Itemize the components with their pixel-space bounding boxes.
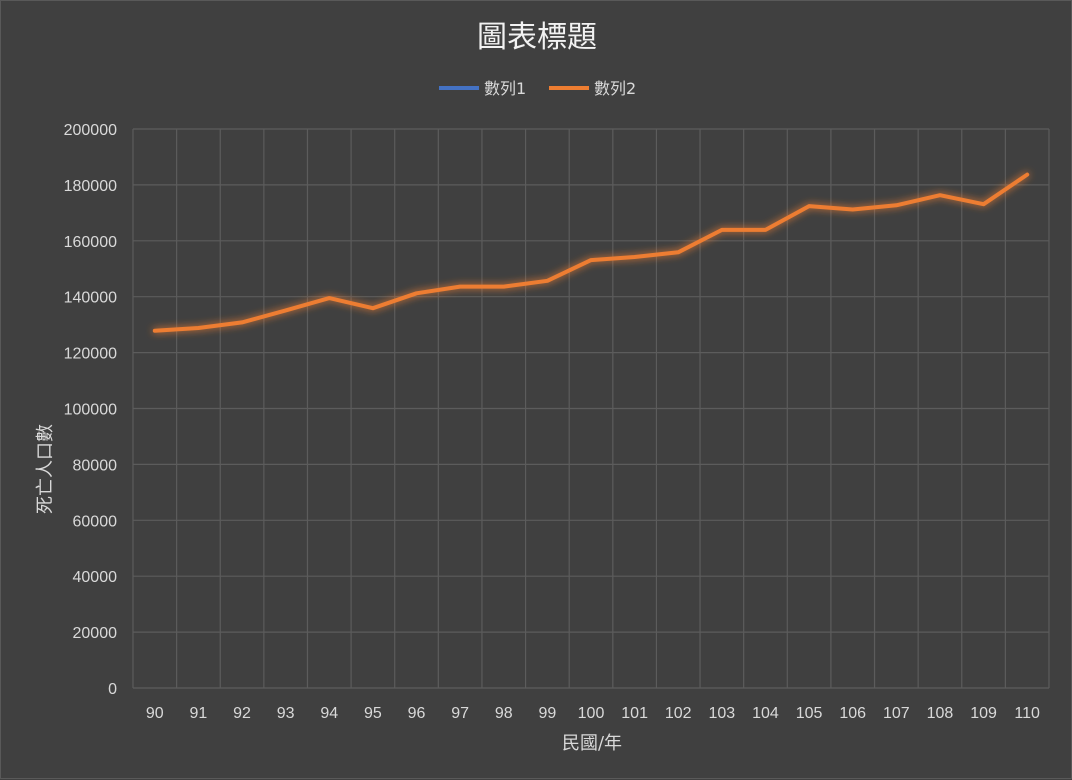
series-lines [152, 172, 1030, 690]
y-tick-label: 0 [108, 681, 117, 698]
y-axis-tick-labels: 0 20000 40000 60000 80000 100000 120000 140000 1… [64, 122, 117, 698]
legend-label-series-1: 數列1 [484, 79, 526, 98]
gridlines [132, 128, 1050, 689]
y-tick-label: 140000 [64, 290, 117, 307]
y-tick-label: 160000 [64, 234, 117, 251]
x-tick-label: 103 [709, 705, 736, 722]
y-tick-label: 60000 [73, 513, 118, 530]
x-tick-label: 101 [621, 705, 648, 722]
x-tick-label: 90 [146, 705, 164, 722]
y-tick-label: 40000 [73, 569, 118, 586]
y-tick-label: 200000 [64, 122, 117, 139]
x-tick-label: 96 [408, 705, 426, 722]
x-tick-label: 93 [277, 705, 295, 722]
x-tick-label: 102 [665, 705, 692, 722]
x-axis-label: 民國/年 [562, 733, 622, 754]
x-tick-label: 108 [927, 705, 954, 722]
legend-label-series-2: 數列2 [594, 79, 636, 98]
x-tick-label: 106 [839, 705, 866, 722]
chart-title: 圖表標題 [477, 20, 597, 55]
x-tick-label: 91 [190, 705, 208, 722]
y-tick-label: 100000 [64, 402, 117, 419]
series-line-2 [152, 172, 1030, 333]
x-tick-label: 99 [538, 705, 556, 722]
x-tick-label: 104 [752, 705, 779, 722]
x-tick-label: 110 [1014, 705, 1040, 722]
x-tick-label: 100 [578, 705, 605, 722]
x-tick-label: 98 [495, 705, 513, 722]
x-axis-tick-labels: 90 91 92 93 94 95 96 97 98 99 100 101 102 103 104 105 10… [146, 705, 1040, 722]
x-tick-label: 92 [233, 705, 251, 722]
y-tick-label: 180000 [64, 178, 117, 195]
x-tick-label: 97 [451, 705, 469, 722]
x-tick-label: 95 [364, 705, 382, 722]
x-tick-label: 94 [320, 705, 338, 722]
y-axis-label: 死亡人口數 [35, 424, 56, 514]
x-tick-label: 105 [796, 705, 823, 722]
y-tick-label: 20000 [73, 625, 118, 642]
y-tick-label: 80000 [73, 457, 118, 474]
x-tick-label: 107 [883, 705, 910, 722]
legend: 數列1 數列2 [439, 79, 636, 98]
x-tick-label: 109 [970, 705, 997, 722]
y-tick-label: 120000 [64, 346, 117, 363]
